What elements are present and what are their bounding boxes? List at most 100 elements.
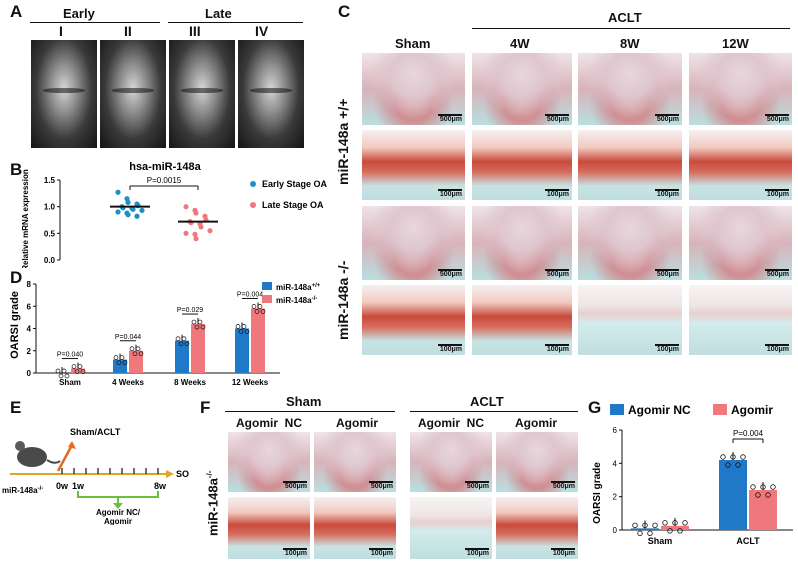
- chart-b-point: [183, 230, 189, 236]
- chart-g-dot: [750, 484, 756, 490]
- c-zoom-wt-8w: 100μm: [578, 130, 682, 200]
- chart-g-dot: [755, 492, 761, 498]
- chart-g-dot: [770, 484, 776, 490]
- panel-label-d: D: [10, 268, 23, 287]
- chart-d-bar: [71, 368, 85, 373]
- chart-d-dot: [175, 336, 181, 342]
- chart-b-point: [125, 212, 131, 218]
- chart-d-dot: [197, 319, 203, 325]
- f-sham: Sham: [286, 394, 322, 409]
- e-treat2: Agomir: [104, 517, 132, 525]
- chart-g-dot: [760, 484, 766, 490]
- chart-d-dot: [238, 329, 244, 334]
- legend-g-nc-swatch: [610, 404, 624, 415]
- chart-b-point: [192, 231, 198, 237]
- chart-d-dot: [58, 373, 64, 379]
- legend-b-early: Early Stage OA: [262, 179, 328, 189]
- f-row: miR-148a-/-: [205, 470, 221, 536]
- legend-g-nc: Agomir NC: [628, 403, 691, 417]
- stage-label-4: IV: [255, 23, 269, 39]
- legend-d-wt-swatch: [262, 282, 272, 290]
- chart-d-ylabel: OARSI grade: [9, 291, 21, 359]
- chart-g-dot: [662, 520, 668, 526]
- chart-g-bar: [719, 460, 747, 530]
- chart-d-dot: [64, 373, 70, 379]
- chart-g-dot: [652, 522, 658, 529]
- e-8w: 8w: [154, 481, 167, 491]
- f-zoom-sham-nc: 100μm: [228, 497, 310, 559]
- chart-b-points: [110, 189, 218, 242]
- chart-g-ytick-label: 2: [613, 493, 618, 502]
- chart-d-bar: [191, 324, 205, 373]
- c-hist-wt-4w: 500μm: [472, 53, 572, 125]
- chart-d-pvalue: P=0.004: [237, 291, 263, 298]
- c-col-12w: 12W: [722, 36, 749, 51]
- chart-g-dot: [720, 454, 726, 460]
- f-col-1: Agomir NC: [236, 416, 302, 430]
- c-row-wt: miR-148a +/+: [335, 98, 351, 185]
- c-zoom-wt-sham: 100μm: [362, 130, 465, 200]
- c-zoom-wt-12w: 100μm: [689, 130, 792, 200]
- c-hist-ko-8w: 500μm: [578, 206, 682, 280]
- chart-d-dot: [191, 319, 197, 325]
- chart-b-point: [115, 209, 121, 215]
- chart-g-bar: [631, 528, 659, 530]
- chart-b-point: [139, 207, 145, 213]
- chart-g-bar: [749, 490, 777, 530]
- panel-label-a: A: [10, 2, 23, 21]
- chart-d-xtick-label: 12 Weeks: [232, 378, 269, 385]
- chart-b: hsa-miR-148a Relative mRNA expression 0.…: [21, 161, 328, 268]
- chart-d-dot: [257, 304, 263, 309]
- chart-d-pvalue: P=0.029: [177, 307, 203, 314]
- chart-d-ytick-label: 0: [27, 369, 32, 378]
- e-treat: Agomir NC/: [96, 508, 141, 517]
- c-hist-ko-4w: 500μm: [472, 206, 572, 280]
- chart-d-dot: [71, 364, 77, 369]
- chart-d-bar: [235, 328, 249, 373]
- xray-image-2: [100, 40, 166, 148]
- chart-d-dot: [61, 368, 67, 374]
- chart-b-ylabel: Relative mRNA expression: [21, 169, 30, 268]
- legend-b-late: Late Stage OA: [262, 200, 324, 210]
- panel-label-c: C: [338, 2, 351, 21]
- chart-d-dot: [254, 309, 260, 314]
- xray-image-4: [238, 40, 304, 148]
- chart-d-dot: [181, 336, 187, 342]
- surgery-arrow: [56, 444, 74, 472]
- chart-d-pvalue: P=0.040: [57, 352, 83, 359]
- chart-d-dot: [74, 369, 80, 374]
- chart-d-dot: [116, 360, 122, 366]
- chart-g-bar: [661, 525, 689, 530]
- chart-g-dot: [682, 520, 688, 526]
- chart-g-dot: [740, 454, 746, 460]
- chart-d-dot: [129, 346, 135, 352]
- legend-g-ag-swatch: [713, 404, 727, 415]
- early-line: [30, 22, 160, 23]
- chart-b-title: hsa-miR-148a: [129, 161, 201, 173]
- stage-label-3: III: [189, 23, 201, 39]
- c-hist-ko-sham: 500μm: [362, 206, 465, 280]
- chart-d-dot: [241, 324, 247, 329]
- f-aclt: ACLT: [470, 394, 504, 409]
- chart-d-dot: [77, 364, 83, 369]
- chart-b-point: [193, 236, 199, 242]
- chart-d-dot: [55, 368, 61, 374]
- chart-b-point: [125, 199, 131, 205]
- chart-d-dot: [119, 355, 125, 361]
- legend-d-ko-swatch: [262, 295, 272, 303]
- chart-d-dot: [244, 329, 250, 334]
- chart-g-dot: [632, 522, 638, 529]
- panel-label-g: G: [588, 398, 602, 417]
- c-hist-wt-12w: 500μm: [689, 53, 792, 125]
- xray-image-3: [169, 40, 235, 148]
- chart-d-xtick-label: 4 Weeks: [112, 378, 144, 385]
- e-0w: 0w: [56, 481, 69, 491]
- f-aclt-line: [410, 411, 578, 412]
- diagram-e: Sham/ACLT SO miR-148a-/- 0w 1w 8w Agomir…: [2, 427, 189, 525]
- chart-d-xtick-label: 8 Weeks: [174, 378, 206, 385]
- chart-g-pvalue: P=0.004: [733, 429, 764, 438]
- c-col-8w: 8W: [620, 36, 640, 51]
- chart-d-xtick-label: Sham: [59, 378, 81, 385]
- late-line: [168, 22, 303, 23]
- chart-g-bars: [631, 452, 777, 537]
